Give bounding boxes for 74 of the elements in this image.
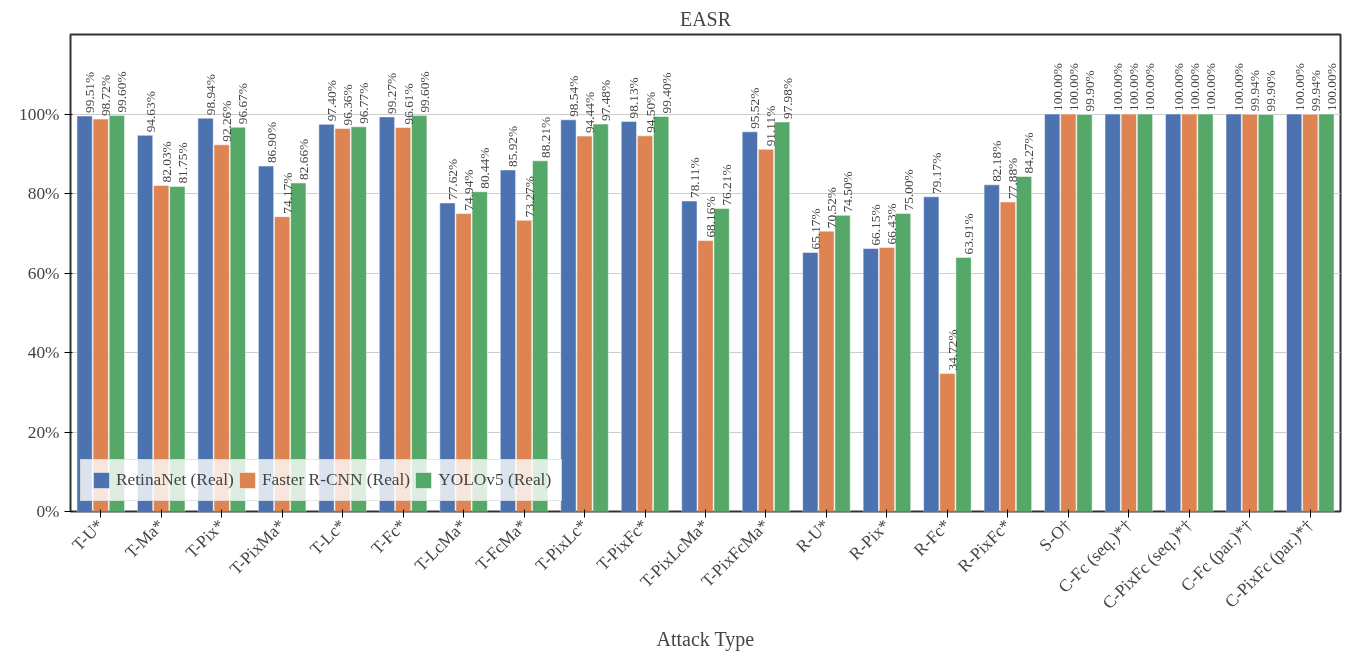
data-label: 99.51% xyxy=(82,71,98,113)
data-label: 97.98% xyxy=(779,77,795,120)
data-label: 68.16% xyxy=(703,196,718,238)
data-label: 82.18% xyxy=(989,140,1005,182)
data-label: 82.66% xyxy=(295,138,311,180)
y-tick-label: 80% xyxy=(27,184,60,203)
data-label: 65.17% xyxy=(807,208,823,250)
data-label: 76.21% xyxy=(719,164,735,206)
data-label: 86.90% xyxy=(263,121,279,164)
data-label: 34.72% xyxy=(944,329,960,371)
data-label: 73.27% xyxy=(521,176,537,218)
data-label: 100.00% xyxy=(1065,63,1081,111)
data-label: 100.00% xyxy=(1231,63,1247,111)
data-label: 100.00% xyxy=(1202,63,1218,111)
y-tick-label: 40% xyxy=(27,343,60,362)
y-tick-label: 100% xyxy=(19,104,60,124)
legend-label: YOLOv5 (Real) xyxy=(438,470,552,490)
data-label: 63.91% xyxy=(961,213,977,255)
data-label: 84.27% xyxy=(1021,132,1037,174)
data-label: 99.94% xyxy=(1307,70,1323,112)
data-label: 100.00% xyxy=(1049,63,1065,111)
data-label: 100.00% xyxy=(1186,63,1202,111)
data-label: 100.00% xyxy=(1323,63,1339,111)
x-axis-title: Attack Type xyxy=(656,627,755,651)
chart-title: EASR xyxy=(679,7,732,30)
data-label: 79.17% xyxy=(928,152,944,194)
data-label: 96.67% xyxy=(235,83,251,125)
data-label: 99.60% xyxy=(114,71,130,113)
data-label: 81.75% xyxy=(174,142,190,184)
data-label: 94.63% xyxy=(142,91,158,133)
data-label: 82.03% xyxy=(158,141,174,183)
data-label: 85.92% xyxy=(505,125,521,167)
data-label: 70.52% xyxy=(823,187,839,229)
legend-label: Faster R-CNN (Real) xyxy=(261,470,411,490)
data-label: 100.00% xyxy=(1170,63,1186,111)
y-tick-label: 60% xyxy=(27,263,60,283)
y-tick-label: 0% xyxy=(36,502,60,521)
data-label: 99.94% xyxy=(1247,70,1263,112)
data-label: 100.00% xyxy=(1126,63,1142,111)
data-label: 74.17% xyxy=(279,172,295,214)
data-label: 88.21% xyxy=(537,116,553,158)
data-label: 98.54% xyxy=(565,75,581,117)
data-label: 96.36% xyxy=(340,84,356,126)
legend-label: RetinaNet (Real) xyxy=(116,470,234,490)
data-label: 94.44% xyxy=(582,92,598,134)
data-label: 75.00% xyxy=(900,169,916,211)
data-label: 98.94% xyxy=(203,74,219,116)
data-label: 100.00% xyxy=(1291,63,1307,111)
data-label: 74.50% xyxy=(840,171,856,213)
data-label: 91.11% xyxy=(763,105,779,147)
data-label: 95.52% xyxy=(747,87,763,129)
data-label: 98.72% xyxy=(98,74,114,117)
data-label: 77.62% xyxy=(444,158,460,200)
data-label: 66.15% xyxy=(868,204,884,246)
data-label: 99.40% xyxy=(658,72,674,114)
y-tick-label: 20% xyxy=(27,422,60,442)
data-label: 97.48% xyxy=(598,79,614,122)
data-label: 96.77% xyxy=(356,82,372,124)
data-label: 94.50% xyxy=(642,91,658,133)
data-label: 99.27% xyxy=(384,72,400,114)
data-label: 74.94% xyxy=(461,169,477,211)
data-label: 100.00% xyxy=(1142,63,1158,111)
data-label: 78.11% xyxy=(686,157,702,199)
data-label: 92.26% xyxy=(219,100,235,142)
data-label: 100.00% xyxy=(1110,63,1126,111)
data-label: 96.61% xyxy=(400,83,416,125)
data-label: 77.88% xyxy=(1005,157,1021,199)
data-label: 98.13% xyxy=(626,77,642,119)
data-label: 66.43% xyxy=(884,203,900,245)
data-label: 99.90% xyxy=(1081,70,1097,112)
data-label: 97.40% xyxy=(324,80,340,122)
data-label: 99.90% xyxy=(1263,70,1279,112)
data-label: 80.44% xyxy=(477,147,493,189)
data-label: 99.60% xyxy=(416,71,432,113)
